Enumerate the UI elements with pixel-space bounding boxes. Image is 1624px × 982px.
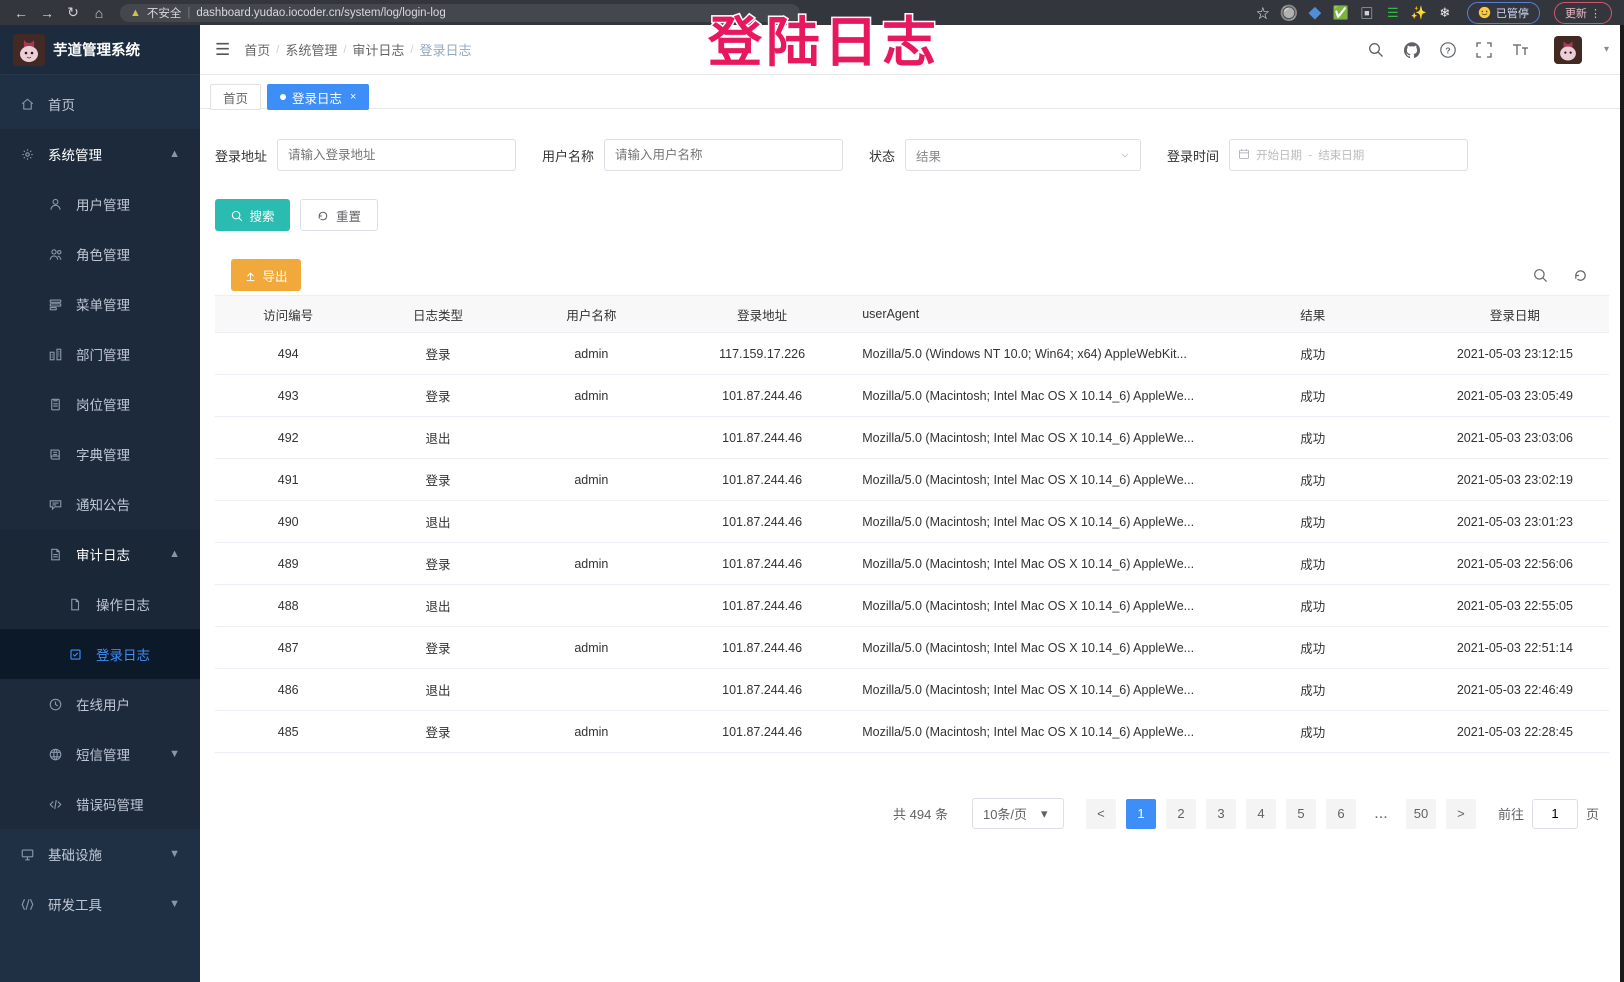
svg-text:?: ? [1445, 45, 1450, 55]
